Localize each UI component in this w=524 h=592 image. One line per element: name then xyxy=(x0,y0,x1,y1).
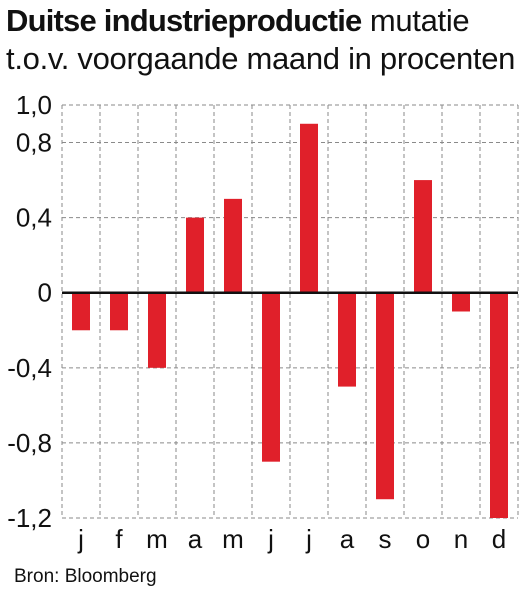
y-tick-label: 0,8 xyxy=(16,128,52,158)
bar-6 xyxy=(300,123,318,293)
bar-3 xyxy=(186,217,204,293)
title-rest-text: mutatie xyxy=(369,3,470,38)
bar-1 xyxy=(110,292,128,331)
bar-2 xyxy=(148,292,166,368)
x-tick-label: j xyxy=(267,524,274,554)
x-tick-label: a xyxy=(188,524,203,554)
x-tick-label: d xyxy=(492,524,506,554)
x-tick-label: a xyxy=(340,524,355,554)
chart-title: Duitse industrieproductie mutatie t.o.v.… xyxy=(6,2,522,78)
x-tick-label: s xyxy=(379,524,392,554)
x-tick-label: o xyxy=(416,524,430,554)
x-tick-label: n xyxy=(454,524,468,554)
x-tick-label: m xyxy=(146,524,168,554)
y-tick-label: 1,0 xyxy=(16,90,52,120)
bar-4 xyxy=(224,198,242,293)
x-tick-label: j xyxy=(305,524,312,554)
bar-8 xyxy=(376,292,394,500)
source-note: Bron: Bloomberg xyxy=(14,566,157,587)
title-bold-text: Duitse industrieproductie xyxy=(6,3,362,38)
x-tick-label: f xyxy=(115,524,123,554)
bar-0 xyxy=(72,292,90,331)
y-tick-label: -1,2 xyxy=(7,503,52,533)
y-tick-label: -0,4 xyxy=(7,353,52,383)
x-tick-label: j xyxy=(77,524,84,554)
bar-10 xyxy=(452,292,470,312)
title-line-2: t.o.v. voorgaande maand in procenten xyxy=(6,41,516,76)
bar-11 xyxy=(490,292,508,518)
bar-9 xyxy=(414,180,432,293)
bar-7 xyxy=(338,292,356,387)
y-tick-label: 0,4 xyxy=(16,203,52,233)
y-tick-label: -0,8 xyxy=(7,428,52,458)
y-tick-label: 0 xyxy=(38,278,52,308)
x-tick-label: m xyxy=(222,524,244,554)
bar-5 xyxy=(262,292,280,462)
